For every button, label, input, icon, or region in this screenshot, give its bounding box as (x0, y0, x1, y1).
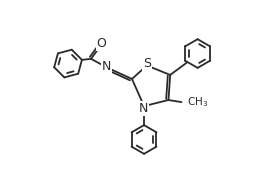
Text: N: N (138, 102, 148, 115)
Text: O: O (96, 37, 106, 50)
Text: CH$_3$: CH$_3$ (187, 95, 209, 109)
Text: S: S (143, 57, 151, 70)
Text: N: N (102, 60, 111, 73)
